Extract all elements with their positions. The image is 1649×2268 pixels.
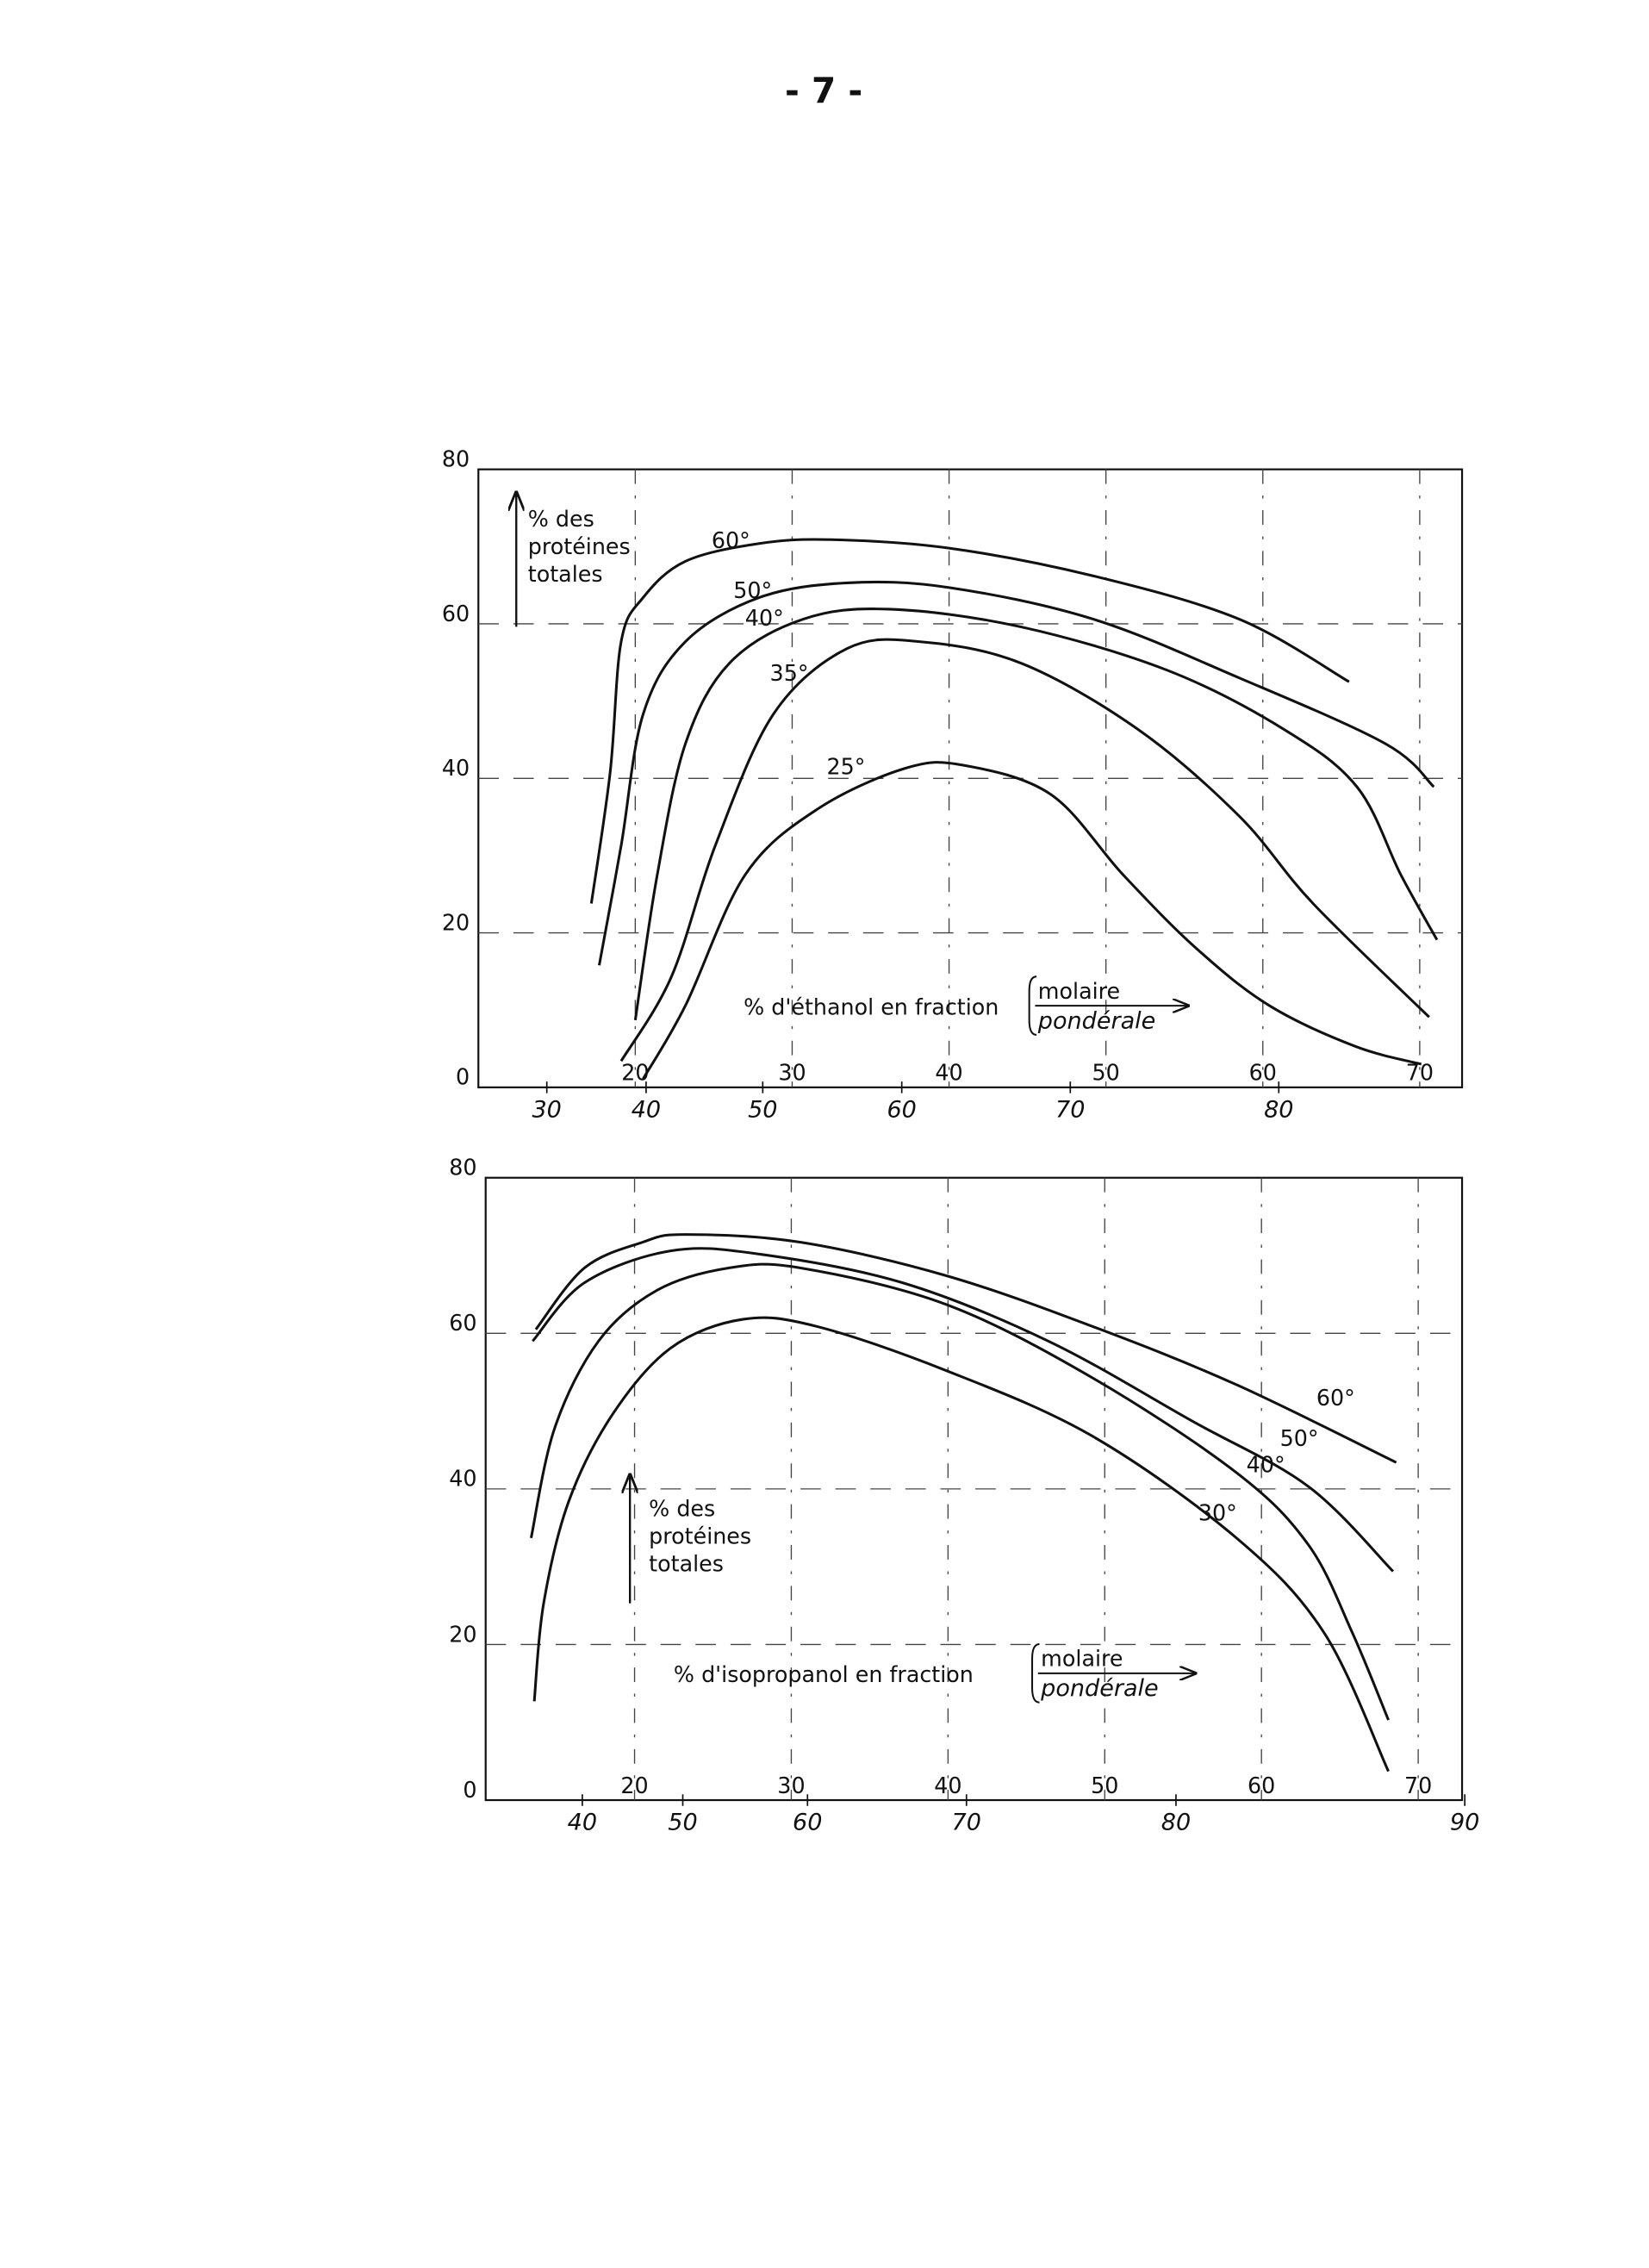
curve — [597, 580, 1435, 966]
x-tick-label: 60 — [1249, 1060, 1277, 1086]
y-tick-label: 0 — [463, 1777, 476, 1803]
curve — [619, 638, 1430, 1062]
x2-tick-label: 60 — [793, 1810, 822, 1836]
y-tick-label: 0 — [456, 1064, 470, 1090]
brace — [1028, 975, 1037, 1036]
x2-tick-label: 80 — [1161, 1810, 1191, 1836]
x-tick-label: 30 — [777, 1773, 805, 1798]
y-tick-label: 40 — [442, 755, 470, 781]
brace — [1031, 1643, 1040, 1704]
curve — [529, 1262, 1390, 1721]
y-tick-label: 40 — [449, 1466, 476, 1492]
y-tick-label: 60 — [449, 1310, 476, 1336]
x-axis-label-weight: pondérale — [1037, 1007, 1156, 1034]
x2-tick-label: 40 — [568, 1810, 597, 1836]
curve-label: 50° — [1280, 1425, 1319, 1451]
y-axis-label: totales — [649, 1551, 724, 1577]
x-axis-label-molar: molaire — [1038, 978, 1120, 1004]
x2-tick-label: 70 — [1055, 1096, 1085, 1123]
x-axis-label: % d'éthanol en fraction — [744, 994, 999, 1020]
y-tick-label: 20 — [442, 909, 470, 935]
curve — [532, 1316, 1390, 1773]
x2-tick-label: 30 — [532, 1096, 561, 1123]
curve-label: 40° — [745, 605, 784, 631]
x-tick-label: 20 — [621, 1060, 649, 1086]
curve-label: 60° — [1316, 1385, 1355, 1411]
x-tick-label: 40 — [934, 1773, 961, 1798]
x2-tick-label: 70 — [952, 1810, 981, 1836]
y-axis-label: totales — [528, 561, 603, 587]
x-tick-label: 70 — [1404, 1773, 1432, 1798]
curve-label: 40° — [1247, 1452, 1285, 1478]
x2-tick-label: 60 — [887, 1096, 916, 1123]
curve — [642, 761, 1422, 1080]
x-axis-label-molar: molaire — [1041, 1646, 1123, 1672]
y-tick-label: 20 — [449, 1621, 476, 1647]
y-axis-label: % des — [528, 506, 594, 532]
x2-tick-label: 90 — [1450, 1810, 1479, 1836]
x-tick-label: 50 — [1091, 1773, 1118, 1798]
y-tick-label: 80 — [449, 1155, 476, 1181]
curve-label: 60° — [712, 527, 750, 553]
page-number: - 7 - — [785, 70, 862, 111]
x2-tick-label: 50 — [748, 1096, 777, 1123]
y-axis-label: protéines — [649, 1523, 751, 1549]
y-axis-label: protéines — [528, 533, 631, 559]
curve — [633, 608, 1439, 1021]
curve-label: 30° — [1198, 1499, 1237, 1525]
x2-tick-label: 40 — [632, 1096, 661, 1123]
curve-label: 50° — [733, 577, 772, 603]
x-tick-label: 50 — [1092, 1060, 1120, 1086]
x-tick-label: 20 — [620, 1773, 648, 1798]
x-tick-label: 60 — [1248, 1773, 1275, 1798]
x-tick-label: 30 — [778, 1060, 806, 1086]
x2-tick-label: 80 — [1264, 1096, 1293, 1123]
curve — [532, 1247, 1395, 1573]
x2-tick-label: 50 — [668, 1810, 697, 1836]
x-axis-label: % d'isopropanol en fraction — [674, 1661, 974, 1687]
y-tick-label: 60 — [442, 601, 470, 626]
x-axis-label-weight: pondérale — [1040, 1675, 1159, 1702]
curve-label: 25° — [827, 753, 866, 779]
curve-label: 35° — [770, 660, 809, 686]
x-tick-label: 40 — [935, 1060, 962, 1086]
curve — [589, 538, 1350, 904]
curve — [534, 1233, 1397, 1464]
y-tick-label: 80 — [442, 446, 470, 472]
y-axis-label: % des — [649, 1495, 715, 1521]
